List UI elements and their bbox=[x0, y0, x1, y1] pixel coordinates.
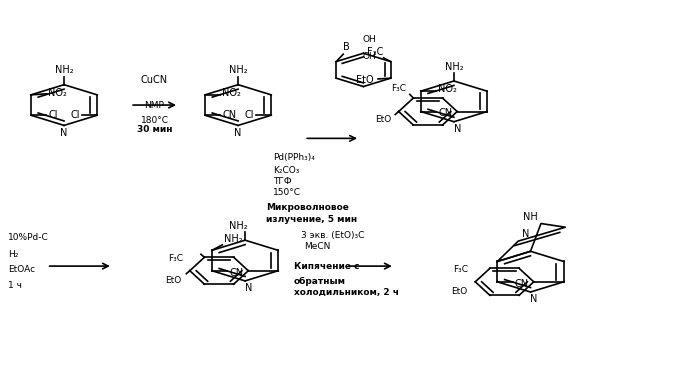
Text: H₂: H₂ bbox=[8, 250, 19, 259]
Text: NH₂: NH₂ bbox=[55, 65, 73, 75]
Text: 10%Pd-C: 10%Pd-C bbox=[8, 233, 49, 242]
Text: NH₂: NH₂ bbox=[445, 62, 463, 72]
Text: OH: OH bbox=[363, 35, 377, 44]
Text: холодильником, 2 ч: холодильником, 2 ч bbox=[294, 288, 399, 297]
Text: Pd(PPh₃)₄: Pd(PPh₃)₄ bbox=[273, 153, 315, 162]
Text: NO₂: NO₂ bbox=[438, 84, 457, 94]
Text: NH₂: NH₂ bbox=[224, 234, 243, 244]
Text: F₃C: F₃C bbox=[391, 84, 406, 93]
Text: Микроволновое: Микроволновое bbox=[266, 203, 349, 212]
Text: CN: CN bbox=[514, 279, 529, 289]
Text: N: N bbox=[245, 283, 252, 293]
Text: излучение, 5 мин: излучение, 5 мин bbox=[266, 215, 357, 225]
Text: 1 ч: 1 ч bbox=[8, 281, 22, 290]
Text: NH: NH bbox=[523, 211, 538, 222]
Text: 3 экв. (EtO)₃C: 3 экв. (EtO)₃C bbox=[301, 231, 364, 240]
Text: F₃C: F₃C bbox=[453, 266, 468, 275]
Text: N: N bbox=[60, 128, 68, 138]
Text: N: N bbox=[234, 128, 242, 138]
Text: EtO: EtO bbox=[356, 75, 373, 85]
Text: OH: OH bbox=[363, 52, 377, 61]
Text: F₃C: F₃C bbox=[168, 254, 183, 263]
Text: B: B bbox=[343, 42, 350, 52]
Text: Кипячение с: Кипячение с bbox=[294, 261, 359, 270]
Text: Cl: Cl bbox=[245, 110, 254, 120]
Text: NH₂: NH₂ bbox=[229, 65, 247, 75]
Text: N: N bbox=[531, 294, 538, 304]
Text: NH₂: NH₂ bbox=[229, 221, 247, 231]
Text: 150°C: 150°C bbox=[273, 188, 301, 197]
Text: EtO: EtO bbox=[375, 115, 391, 124]
Text: CN: CN bbox=[229, 267, 243, 278]
Text: MeCN: MeCN bbox=[304, 242, 331, 251]
Text: F₃C: F₃C bbox=[367, 47, 384, 57]
Text: NO₂: NO₂ bbox=[222, 88, 241, 98]
Text: CN: CN bbox=[222, 110, 236, 120]
Text: N: N bbox=[454, 123, 461, 134]
Text: CuCN: CuCN bbox=[141, 75, 168, 85]
Text: EtO: EtO bbox=[451, 287, 467, 297]
Text: CN: CN bbox=[438, 109, 452, 118]
Text: NMP: NMP bbox=[145, 101, 164, 110]
Text: EtOAc: EtOAc bbox=[8, 265, 36, 274]
Text: ТГФ: ТГФ bbox=[273, 177, 291, 186]
Text: Cl: Cl bbox=[48, 110, 58, 120]
Text: N: N bbox=[521, 229, 529, 239]
Text: 30 мин: 30 мин bbox=[137, 125, 173, 134]
Text: EtO: EtO bbox=[165, 276, 182, 285]
Text: NO₂: NO₂ bbox=[48, 88, 67, 98]
Text: K₂CO₃: K₂CO₃ bbox=[273, 166, 299, 175]
Text: 180°C: 180°C bbox=[140, 116, 168, 125]
Text: обратным: обратным bbox=[294, 277, 346, 286]
Text: Cl: Cl bbox=[71, 110, 80, 120]
